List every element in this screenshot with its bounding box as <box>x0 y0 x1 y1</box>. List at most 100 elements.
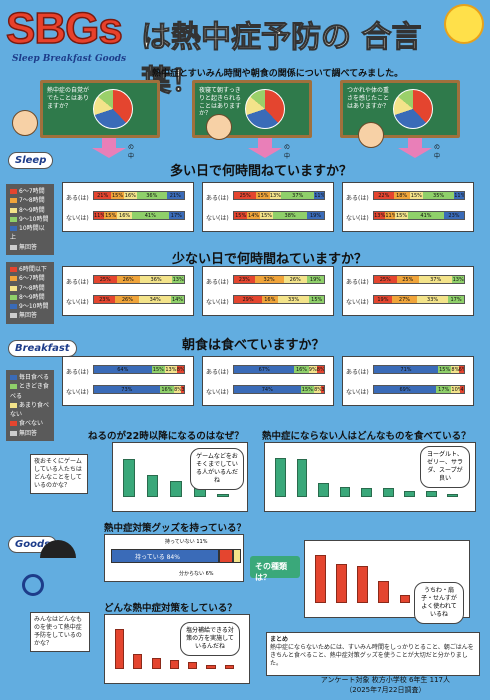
board-question: 熱中症の自覚がでたことはありますか？ <box>47 87 90 110</box>
bar-segment: 29% <box>234 296 263 303</box>
bar-segment: 15% <box>309 296 324 303</box>
bar-segment: 71% <box>374 366 438 373</box>
bar-segment: 8% <box>174 386 182 393</box>
bar-segment: 15% <box>259 212 274 219</box>
q2-chart-1: ある(は) 25% 26% 36% 13% ない(は) 23% 26% 34% 14% <box>62 266 194 316</box>
row-label: ある(は) <box>66 279 89 286</box>
bar-segment: 8% <box>314 386 322 393</box>
bar-segment: 15% <box>103 212 118 219</box>
bar-segment: 23% <box>234 276 255 283</box>
intro-text: 熱中症とすいみん時間や朝食の関係について調べてみました。 <box>152 69 404 79</box>
bar-segment: 25% <box>396 276 419 283</box>
bar-segment: 26% <box>115 296 140 303</box>
bar-segment: 25% <box>94 276 117 283</box>
bar-segment: 11% <box>314 192 324 199</box>
character-face <box>206 114 232 140</box>
section-7-title: どんな熱中症対策をしている？ <box>104 603 237 614</box>
row-label: ない(は) <box>346 299 369 306</box>
bar <box>224 664 234 669</box>
footer-line-1: アンケート対象 枚方小学校 6年生 117人 <box>320 676 450 685</box>
board-question: つかれや体の重さを感じたことはありますか？ <box>347 87 390 110</box>
bar-segment: 8% <box>451 366 459 373</box>
goods-bar-not <box>219 549 233 563</box>
bar-segment: 13% <box>374 212 386 219</box>
bar-segment: 38% <box>273 212 308 219</box>
breakfast-tag: Breakfast <box>8 340 77 357</box>
bar <box>188 662 198 669</box>
bar-segment: 17% <box>448 296 464 303</box>
board-question: 夜寝て朝すっきりと起きられることはありますか？ <box>199 87 242 118</box>
goods-label-have: 持っている 84% <box>135 554 180 561</box>
bar-segment: 34% <box>139 296 172 303</box>
stacked-bar: 13%11%15%41%23% <box>373 211 465 220</box>
footer: アンケート対象 枚方小学校 6年生 117人 （2025年7月22日調査） <box>321 676 450 696</box>
q3-chart-1: ある(は)64%15%13%8%ない(は)73%16%8%3% <box>62 356 194 406</box>
row-label: ない(は) <box>346 215 369 222</box>
comment-bubble: 塩分補給できる対策の方を実施しているんだね <box>180 622 240 657</box>
arrow-down-icon: の中 <box>398 138 440 160</box>
title-rest: は熱中症予防の 合言葉！ <box>141 20 422 100</box>
bar-segment: 67% <box>234 366 295 373</box>
bar <box>151 658 161 669</box>
stacked-bar: 29% 16% 33% 15% <box>233 295 325 304</box>
arrow-down-icon: の中 <box>248 138 290 160</box>
comment-bubble: ゲームなどをおそくまでしている人がいるんだね <box>190 448 244 491</box>
character-face <box>12 110 38 136</box>
poster-title: SBGs は熱中症予防の 合言葉！ <box>5 3 426 99</box>
stacked-bar: 64% 15% 13% 8% <box>93 365 185 374</box>
bar <box>146 475 159 497</box>
bar-segment: 15% <box>409 192 424 199</box>
bar-segment: 3% <box>321 386 324 393</box>
q3-chart-3: ある(は) 71%15%8%6% ない(は) 69%17%10%4% <box>342 356 474 406</box>
bar-segment: 11% <box>454 192 464 199</box>
section-5-title: 熱中症にならない人はどんなものを食べている？ <box>262 431 471 442</box>
subtitle: Sleep Breakfast Goods <box>12 54 127 64</box>
row-label: ある(は) <box>206 195 229 202</box>
row-label: ない(は) <box>206 299 229 306</box>
goods-label-not: 持っていない 11% <box>165 539 208 545</box>
fan-icon <box>22 574 44 596</box>
bar-segment: 8% <box>176 366 184 373</box>
comment-bubble: うちわ・扇子・せんすがよく使われているね <box>414 582 464 625</box>
bar <box>315 554 326 603</box>
bar-segment: 33% <box>277 296 310 303</box>
bar-segment: 4% <box>460 386 464 393</box>
bar-segment: 15% <box>300 386 315 393</box>
bar-segment: 16% <box>117 212 132 219</box>
stacked-bar: 23% 26% 34% 14% <box>93 295 185 304</box>
bar-segment: 3% <box>181 386 185 393</box>
comment-bubble: ヨーグルト、ゼリー、サラダ、スープが良い <box>420 446 470 489</box>
q2-chart-2: ある(は) 23% 32% 26% 19% ない(は) 29% 16% 33% 15% <box>202 266 334 316</box>
row-label: ない(は) <box>346 389 369 396</box>
stacked-bar: 74%15%8%3% <box>233 385 325 394</box>
stacked-bar: 69%17%10%4% <box>373 385 465 394</box>
bar <box>447 494 459 497</box>
bar-segment: 17% <box>168 212 185 219</box>
bar-segment: 23% <box>94 296 116 303</box>
bar <box>275 458 286 497</box>
stacked-bar: 11%15%16%41%17% <box>93 211 185 220</box>
bar <box>115 629 125 669</box>
stacked-bar: 67% 16% 9% 8% <box>233 365 325 374</box>
row-label: ない(は) <box>66 215 89 222</box>
footer-line-2: （2025年7月22日調査） <box>345 686 426 695</box>
bar-segment: 19% <box>307 212 324 219</box>
summary-box: まとめ 熱中症にならないためには、すいみん時間をしっかりとること、朝ごはんをきち… <box>266 632 480 676</box>
pie-chart <box>93 89 133 129</box>
bar-segment: 37% <box>281 192 315 199</box>
bar <box>318 482 329 497</box>
stacked-bar: 23% 32% 26% 19% <box>233 275 325 284</box>
goods-chart: 持っている 84% 持っていない 11% 分からない 6% <box>104 534 244 582</box>
bar-segment: 11% <box>94 212 104 219</box>
q1-chart-3: ある(は)22%18%15%35%11%ない(は)13%11%15%41%23% <box>342 182 474 232</box>
row-label: ある(は) <box>206 279 229 286</box>
row-label: ない(は) <box>66 389 89 396</box>
q2-chart-3: ある(は) 25% 25% 37% 13% ない(は) 19% 27% 33% 17% <box>342 266 474 316</box>
bar-segment: 19% <box>306 276 324 283</box>
stacked-bar: 71%15%8%6% <box>373 365 465 374</box>
pie-chart <box>245 89 285 129</box>
bar <box>170 480 182 497</box>
section-6-title: 熱中症対策グッズを持っている？ <box>104 523 247 534</box>
bar-segment: 33% <box>417 296 449 303</box>
question-2: 少ない日で何時間ねていますか？ <box>172 252 368 267</box>
